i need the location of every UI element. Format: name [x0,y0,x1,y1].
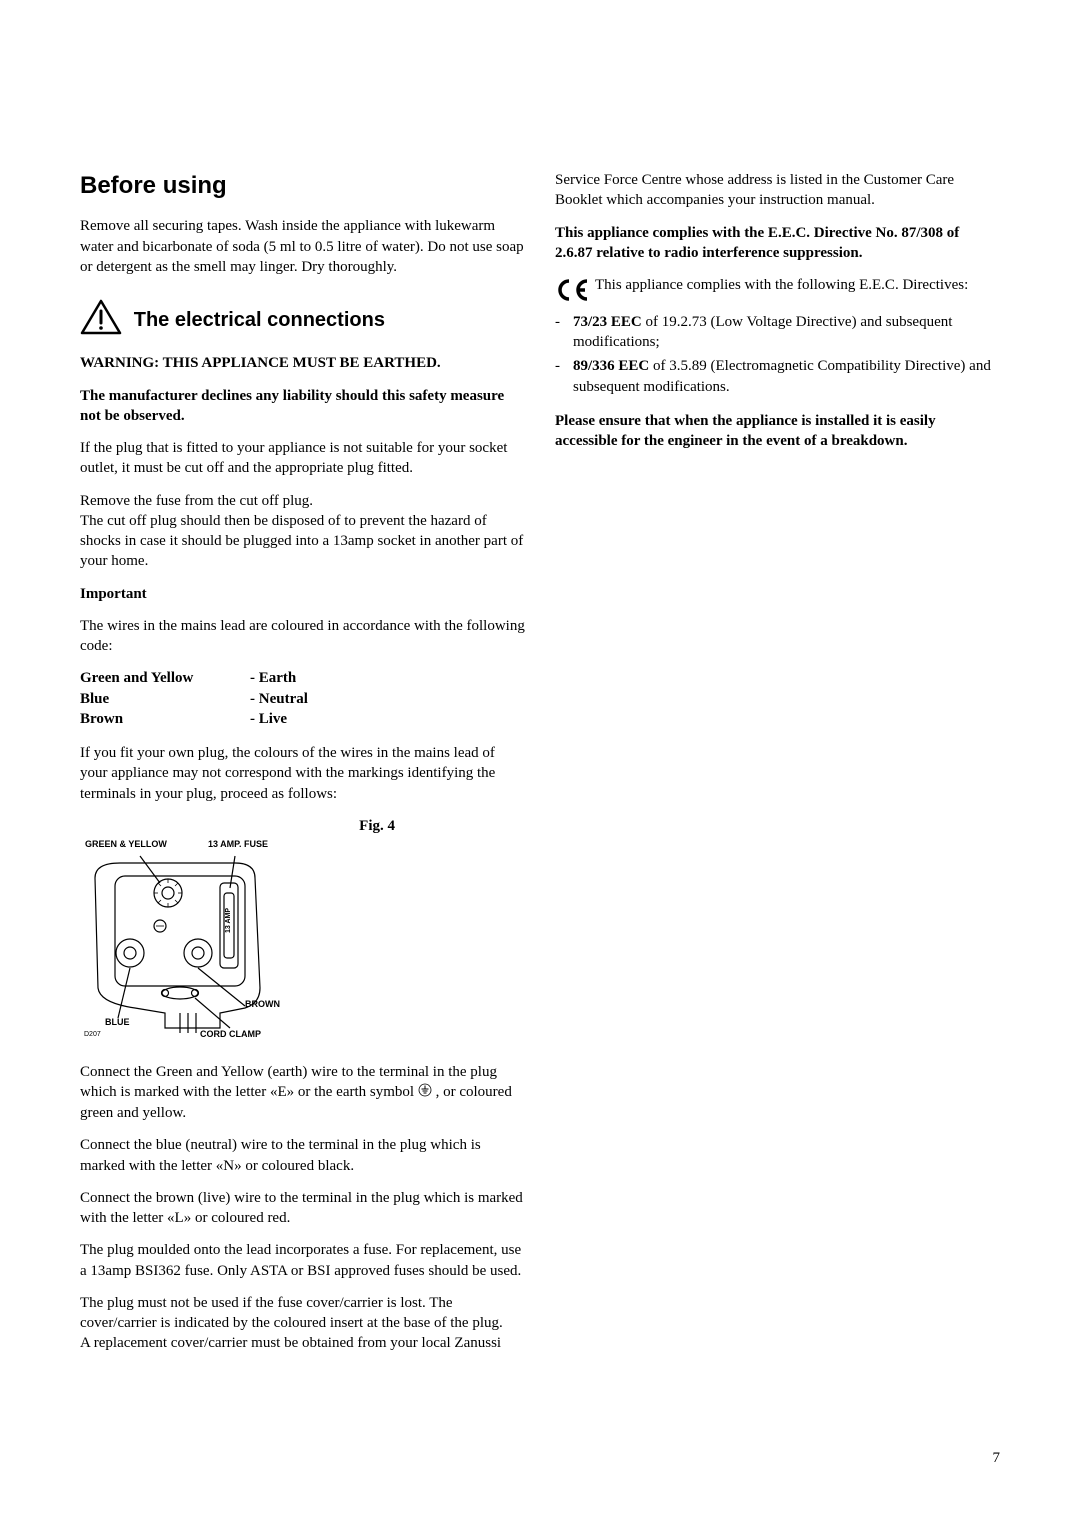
heading-electrical: The electrical connections [134,307,385,334]
page-content: Before using Remove all securing tapes. … [80,170,1000,1370]
label-green-yellow: GREEN & YELLOW [85,838,167,850]
warning-earthed: WARNING: THIS APPLIANCE MUST BE EARTHED. [80,353,525,373]
dash-bullet: - [555,312,573,353]
wire-colour: Brown [80,709,250,729]
table-row: Brown - Live [80,709,525,729]
cover-lost: The plug must not be used if the fuse co… [80,1295,503,1331]
wire-type: - Earth [250,668,296,688]
intro-paragraph: Remove all securing tapes. Wash inside t… [80,216,525,277]
warning-triangle-icon [80,299,122,341]
moulded-fuse: The plug moulded onto the lead incorpora… [80,1240,525,1281]
heading-before-using: Before using [80,170,525,202]
wire-colour: Green and Yellow [80,668,250,688]
label-cord-clamp: CORD CLAMP [200,1028,261,1040]
figure-4: Fig. 4 [80,816,525,1048]
connect-blue: Connect the blue (neutral) wire to the t… [80,1135,525,1176]
ce-compliance-row: This appliance complies with the followi… [555,275,1000,306]
important-label: Important [80,584,525,604]
wires-intro: The wires in the mains lead are coloured… [80,616,525,657]
electrical-heading-row: The electrical connections [80,299,525,341]
label-blue: BLUE [105,1016,130,1028]
eec-directive: This appliance complies with the E.E.C. … [555,223,1000,264]
cutoff-block: Remove the fuse from the cut off plug. T… [80,491,525,572]
dash-bullet: - [555,356,573,397]
table-row: Green and Yellow - Earth [80,668,525,688]
wire-type: - Live [250,709,287,729]
diagram-code: D207 [84,1030,101,1039]
label-brown: BROWN [245,998,280,1010]
own-plug: If you fit your own plug, the colours of… [80,743,525,804]
wire-colour: Blue [80,689,250,709]
list-item: - 73/23 EEC of 19.2.73 (Low Voltage Dire… [555,312,1000,353]
connect-green-yellow: Connect the Green and Yellow (earth) wir… [80,1062,525,1123]
page-number: 7 [993,1448,1001,1468]
connect-brown: Connect the brown (live) wire to the ter… [80,1188,525,1229]
ce-text: This appliance complies with the followi… [595,275,1000,306]
label-13amp: 13 AMP [224,908,233,933]
directive-num: 73/23 EEC [573,314,642,330]
plug-fit: If the plug that is fitted to your appli… [80,438,525,479]
label-13amp-fuse: 13 AMP. FUSE [208,838,268,850]
ce-mark-icon [555,275,595,306]
remove-fuse: Remove the fuse from the cut off plug. [80,493,313,509]
directive-num: 89/336 EEC [573,358,649,374]
table-row: Blue - Neutral [80,689,525,709]
list-item: - 89/336 EEC of 3.5.89 (Electromagnetic … [555,356,1000,397]
wire-colour-table: Green and Yellow - Earth Blue - Neutral … [80,668,525,729]
liability-decline: The manufacturer declines any liability … [80,386,525,427]
figure-label: Fig. 4 [80,816,525,836]
cutoff-plug: The cut off plug should then be disposed… [80,513,523,570]
plug-diagram: GREEN & YELLOW 13 AMP. FUSE 13 AMP BROWN… [80,838,310,1048]
ensure-accessible: Please ensure that when the appliance is… [555,411,1000,452]
earth-symbol-icon [418,1083,432,1103]
wire-type: - Neutral [250,689,308,709]
